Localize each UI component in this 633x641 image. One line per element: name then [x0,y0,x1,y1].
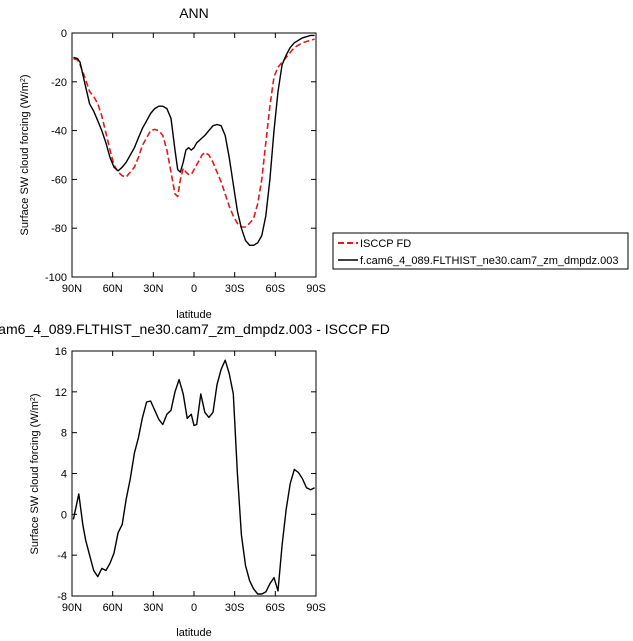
bottom-y-tick-label: 12 [55,387,67,399]
top-y-axis-label-close: ) [19,74,31,78]
top-y-axis-label-sup: 2 [20,78,27,82]
top-x-tick-label: 30N [143,283,163,295]
top-y-axis-label-main: Surface SW cloud forcing (W/m [19,82,31,235]
top-y-tick-label: -40 [51,126,67,138]
top-x-ticks: 90N 60N 30N 0 30S 60S 90S [62,33,326,295]
top-y-tick-label: -20 [51,77,67,89]
top-y-tick-label: 0 [61,28,67,40]
top-x-tick-label: 60N [103,283,123,295]
bottom-x-tick-label: 90S [306,602,326,614]
bottom-plot-frame [71,350,317,597]
bottom-x-tick-label: 30S [225,602,245,614]
top-y-tick-label: -60 [51,174,67,186]
bottom-x-tick-label: 60S [266,602,286,614]
bottom-y-axis-label-sup: 2 [30,397,37,401]
top-series-line-1 [73,34,315,247]
top-x-tick-label: 30S [225,283,245,295]
bottom-y-axis-label: Surface SW cloud forcing (W/m2) [29,393,41,554]
top-x-tick-label: 0 [191,283,197,295]
bottom-series-lines [72,359,315,595]
bottom-x-tick-label: 60N [103,602,123,614]
top-y-tick-label: -100 [45,272,67,284]
bottom-y-axis-label-close: ) [29,393,41,397]
bottom-y-tick-label: 8 [61,428,67,440]
bottom-y-tick-label: -8 [57,591,67,603]
bottom-x-ticks: 90N 60N 30N 0 30S 60S 90S [62,351,326,614]
bottom-x-tick-label: 0 [191,602,197,614]
top-series-line-0 [73,38,315,228]
top-panel: ANN 0-20-40-60-80-100 90N 60N 30N 0 30S 60S 90… [19,5,326,321]
legend-box [332,232,629,270]
bottom-y-tick-label: 0 [61,509,67,521]
bottom-x-tick-label: 30N [143,602,163,614]
bottom-x-tick-label: 90N [62,602,82,614]
bottom-x-axis-label: latitude [176,627,211,639]
top-y-axis-label: Surface SW cloud forcing (W/m2) [19,74,31,235]
top-series-lines [73,34,315,247]
top-x-tick-label: 60S [266,283,286,295]
top-x-tick-label: 90N [62,283,82,295]
bottom-y-tick-label: 16 [55,346,67,358]
bottom-panel: am6_4_089.FLTHIST_ne30.cam7_zm_dmpdz.003… [0,321,390,639]
legend-label-model: f.cam6_4_089.FLTHIST_ne30.cam7_zm_dmpdz.… [360,255,618,267]
bottom-chart-title: am6_4_089.FLTHIST_ne30.cam7_zm_dmpdz.003… [0,321,390,337]
top-x-tick-label: 90S [306,283,326,295]
legend: ISCCP FD f.cam6_4_089.FLTHIST_ne30.cam7_… [332,232,629,270]
top-chart-title: ANN [179,5,209,21]
top-y-ticks: 0 -20 -40 -60 -80 -100 [45,28,316,284]
bottom-y-tick-label: -4 [57,550,67,562]
top-y-tick-label: -80 [51,223,67,235]
top-x-axis-label: latitude [176,309,211,321]
bottom-y-tick-label: 4 [61,469,67,481]
bottom-y-axis-label-main: Surface SW cloud forcing (W/m [29,401,41,554]
bottom-series-line-0 [72,359,315,595]
legend-label-isccp: ISCCP FD [360,238,411,250]
bottom-y-ticks: 16 12 8 4 0 -4 -8 [55,346,316,603]
